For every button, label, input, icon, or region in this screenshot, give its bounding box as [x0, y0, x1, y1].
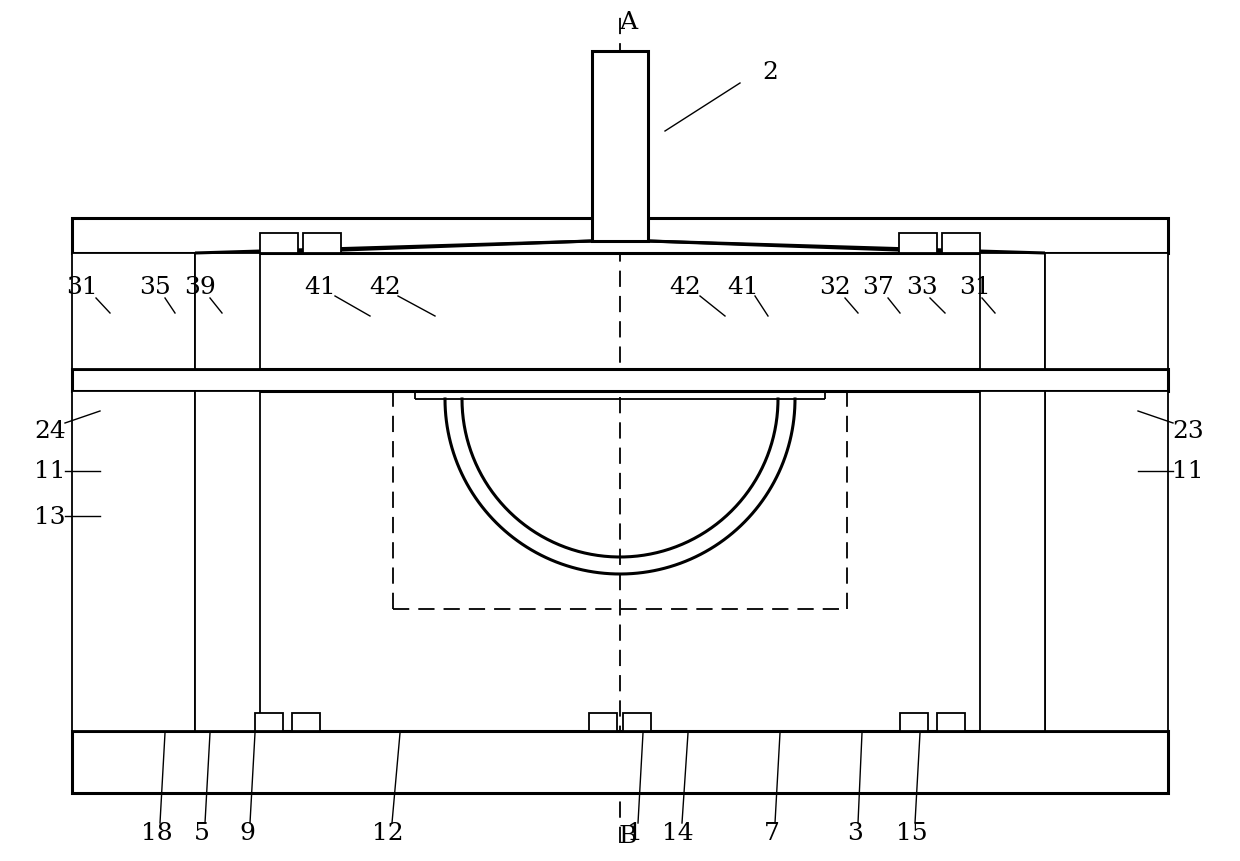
Bar — [589, 713, 618, 731]
Text: 41: 41 — [304, 276, 336, 298]
Bar — [622, 713, 651, 731]
Text: B: B — [619, 825, 637, 847]
Text: 18: 18 — [141, 821, 172, 845]
Text: 31: 31 — [66, 276, 98, 298]
Bar — [980, 254, 1045, 369]
Bar — [942, 233, 980, 254]
Bar — [260, 233, 298, 254]
Text: A: A — [619, 10, 637, 34]
Text: 11: 11 — [35, 460, 66, 483]
Text: 24: 24 — [35, 420, 66, 443]
Bar — [255, 713, 283, 731]
Text: 1: 1 — [627, 821, 642, 845]
Text: 41: 41 — [727, 276, 759, 298]
Text: 14: 14 — [662, 821, 694, 845]
Bar — [1045, 254, 1168, 369]
Bar — [937, 713, 965, 731]
Text: 13: 13 — [35, 505, 66, 528]
Text: 2: 2 — [763, 60, 777, 84]
Text: 23: 23 — [1172, 420, 1204, 443]
Bar — [291, 713, 320, 731]
Text: 9: 9 — [239, 821, 255, 845]
Bar — [195, 392, 260, 731]
Text: 3: 3 — [847, 821, 863, 845]
Text: 32: 32 — [820, 276, 851, 298]
Text: 39: 39 — [184, 276, 216, 298]
Text: 12: 12 — [372, 821, 404, 845]
Text: 31: 31 — [960, 276, 991, 298]
Bar — [303, 233, 341, 254]
Bar — [1045, 392, 1168, 731]
Text: 42: 42 — [670, 276, 701, 298]
Text: 11: 11 — [1172, 460, 1204, 483]
Text: 42: 42 — [370, 276, 401, 298]
Text: 7: 7 — [764, 821, 780, 845]
Bar — [72, 369, 1168, 392]
Bar — [899, 233, 937, 254]
Text: 33: 33 — [906, 276, 937, 298]
Bar — [72, 731, 1168, 793]
Bar — [195, 254, 260, 369]
Bar — [980, 392, 1045, 731]
Bar — [591, 52, 649, 242]
Text: 15: 15 — [897, 821, 928, 845]
Text: 37: 37 — [862, 276, 894, 298]
Bar — [72, 392, 195, 731]
Text: 35: 35 — [139, 276, 171, 298]
Bar — [900, 713, 928, 731]
Bar — [72, 219, 1168, 254]
Text: 5: 5 — [195, 821, 210, 845]
Bar — [72, 254, 195, 369]
